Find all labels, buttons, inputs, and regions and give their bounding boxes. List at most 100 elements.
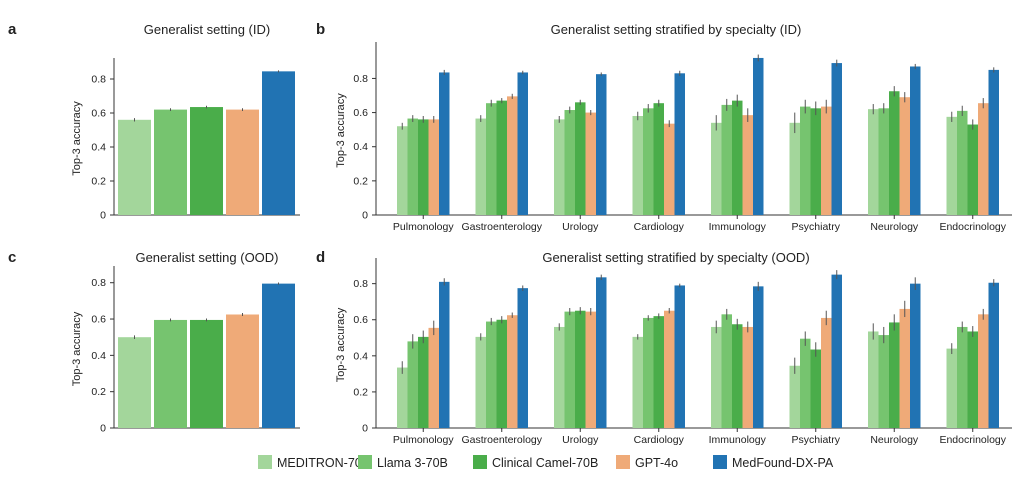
y-tick-label: 0.8 (91, 74, 106, 86)
y-axis-label: Top-3 accuracy (71, 311, 83, 386)
y-tick-label: 0 (362, 423, 368, 435)
bar-immunology-clinical-camel-70b (732, 324, 743, 428)
bar-cardiology-medfound-dx-pa (674, 285, 685, 428)
legend-swatch-medfound-dx-pa (713, 455, 727, 469)
bar-urology-clinical-camel-70b (575, 102, 586, 215)
bar-immunology-gpt-4o (742, 326, 753, 428)
x-tick-label: Neurology (870, 434, 919, 446)
bar-endocrinology-medfound-dx-pa (988, 69, 999, 215)
bar-neurology-meditron-70b (868, 331, 879, 428)
x-tick-label: Psychiatry (792, 221, 841, 233)
x-tick-label: Urology (562, 434, 599, 446)
bar-urology-medfound-dx-pa (596, 74, 607, 216)
y-axis-label: Top-3 accuracy (335, 93, 347, 168)
bar-neurology-clinical-camel-70b (889, 91, 900, 215)
x-tick-label: Neurology (870, 221, 919, 233)
legend-swatch-meditron-70b (258, 455, 272, 469)
panel-title: Generalist setting (OOD) (135, 250, 278, 265)
bar-neurology-medfound-dx-pa (910, 283, 921, 428)
bar-gastroenterology-gpt-4o (507, 315, 518, 428)
bar-urology-clinical-camel-70b (575, 310, 586, 428)
bar-cardiology-meditron-70b (632, 115, 643, 215)
bar-immunology-llama-3-70b (721, 314, 732, 428)
bar-cardiology-llama-3-70b (643, 317, 654, 428)
bar-neurology-meditron-70b (868, 109, 879, 215)
panel-title: Generalist setting stratified by special… (551, 22, 802, 37)
y-tick-label: 0.6 (353, 314, 368, 326)
bar-gastroenterology-medfound-dx-pa (517, 72, 528, 215)
x-tick-label: Urology (562, 221, 599, 233)
bar-pulmonology-clinical-camel-70b (418, 336, 429, 428)
bar-urology-meditron-70b (554, 326, 565, 428)
y-tick-label: 0.2 (91, 386, 106, 398)
bar-pulmonology-medfound-dx-pa (439, 72, 450, 215)
bar-immunology-medfound-dx-pa (753, 286, 764, 428)
bar-pulmonology-gpt-4o (428, 119, 439, 215)
bar-endocrinology-meditron-70b (946, 348, 957, 428)
x-tick-label: Cardiology (634, 221, 685, 233)
legend-swatch-clinical-camel-70b (473, 455, 487, 469)
x-tick-label: Cardiology (634, 434, 685, 446)
bar-psychiatry-meditron-70b (789, 365, 800, 428)
bar-cardiology-meditron-70b (632, 336, 643, 428)
bar-pulmonology-meditron-70b (397, 367, 408, 428)
bar-cardiology-clinical-camel-70b (653, 103, 664, 215)
bar-meditron-70b (118, 337, 151, 428)
bar-psychiatry-gpt-4o (821, 317, 832, 428)
legend-swatch-llama-3-70b (358, 455, 372, 469)
bar-psychiatry-llama-3-70b (800, 106, 811, 215)
y-tick-label: 0.6 (91, 314, 106, 326)
bar-urology-medfound-dx-pa (596, 277, 607, 428)
bar-gastroenterology-clinical-camel-70b (496, 100, 507, 215)
legend-swatch-gpt-4o (616, 455, 630, 469)
bar-medfound-dx-pa (262, 283, 295, 428)
bar-psychiatry-clinical-camel-70b (810, 349, 821, 428)
bar-llama-3-70b (154, 109, 187, 215)
y-tick-label: 0.2 (91, 176, 106, 188)
legend-label: GPT-4o (635, 456, 678, 470)
x-tick-label: Immunology (709, 434, 767, 446)
bar-neurology-gpt-4o (899, 97, 910, 215)
y-axis-label: Top-3 accuracy (71, 101, 83, 176)
bar-gastroenterology-meditron-70b (475, 118, 486, 215)
bar-immunology-clinical-camel-70b (732, 100, 743, 215)
panel-c: c Generalist setting (OOD) 0 0.2 0.4 0.6 0.8 To… (8, 249, 300, 435)
bar-psychiatry-medfound-dx-pa (831, 274, 842, 428)
bar-gastroenterology-clinical-camel-70b (496, 319, 507, 428)
y-tick-label: 0.6 (353, 107, 368, 119)
y-tick-label: 0.4 (91, 350, 106, 362)
bar-neurology-llama-3-70b (878, 335, 889, 428)
y-tick-label: 0.4 (91, 142, 106, 154)
bar-urology-llama-3-70b (564, 110, 575, 215)
y-tick-label: 0.2 (353, 386, 368, 398)
bar-pulmonology-gpt-4o (428, 327, 439, 428)
bar-gastroenterology-medfound-dx-pa (517, 288, 528, 428)
bar-cardiology-medfound-dx-pa (674, 73, 685, 215)
bar-neurology-medfound-dx-pa (910, 66, 921, 215)
panel-letter: b (316, 21, 325, 38)
y-tick-label: 0 (362, 210, 368, 222)
y-tick-label: 0.6 (91, 108, 106, 120)
bar-gastroenterology-llama-3-70b (486, 321, 497, 428)
bar-medfound-dx-pa (262, 71, 295, 215)
y-tick-label: 0.8 (91, 277, 106, 289)
bar-endocrinology-llama-3-70b (957, 110, 968, 215)
bar-clinical-camel-70b (190, 107, 223, 215)
bar-immunology-meditron-70b (711, 326, 722, 428)
bar-neurology-llama-3-70b (878, 108, 889, 215)
bar-immunology-llama-3-70b (721, 104, 732, 215)
bar-cardiology-clinical-camel-70b (653, 316, 664, 428)
panel-a: a Generalist setting (ID) 0 0.2 0.4 0.6 0.8 Top… (8, 21, 300, 222)
bar-urology-llama-3-70b (564, 311, 575, 428)
x-tick-label: Pulmonology (393, 221, 454, 233)
bar-gastroenterology-meditron-70b (475, 336, 486, 428)
bar-pulmonology-llama-3-70b (407, 118, 418, 215)
bar-meditron-70b (118, 119, 151, 215)
y-tick-label: 0.4 (353, 141, 368, 153)
x-tick-label: Gastroenterology (461, 434, 542, 446)
bar-neurology-clinical-camel-70b (889, 322, 900, 428)
y-tick-label: 0 (100, 423, 106, 435)
bar-immunology-gpt-4o (742, 115, 753, 215)
